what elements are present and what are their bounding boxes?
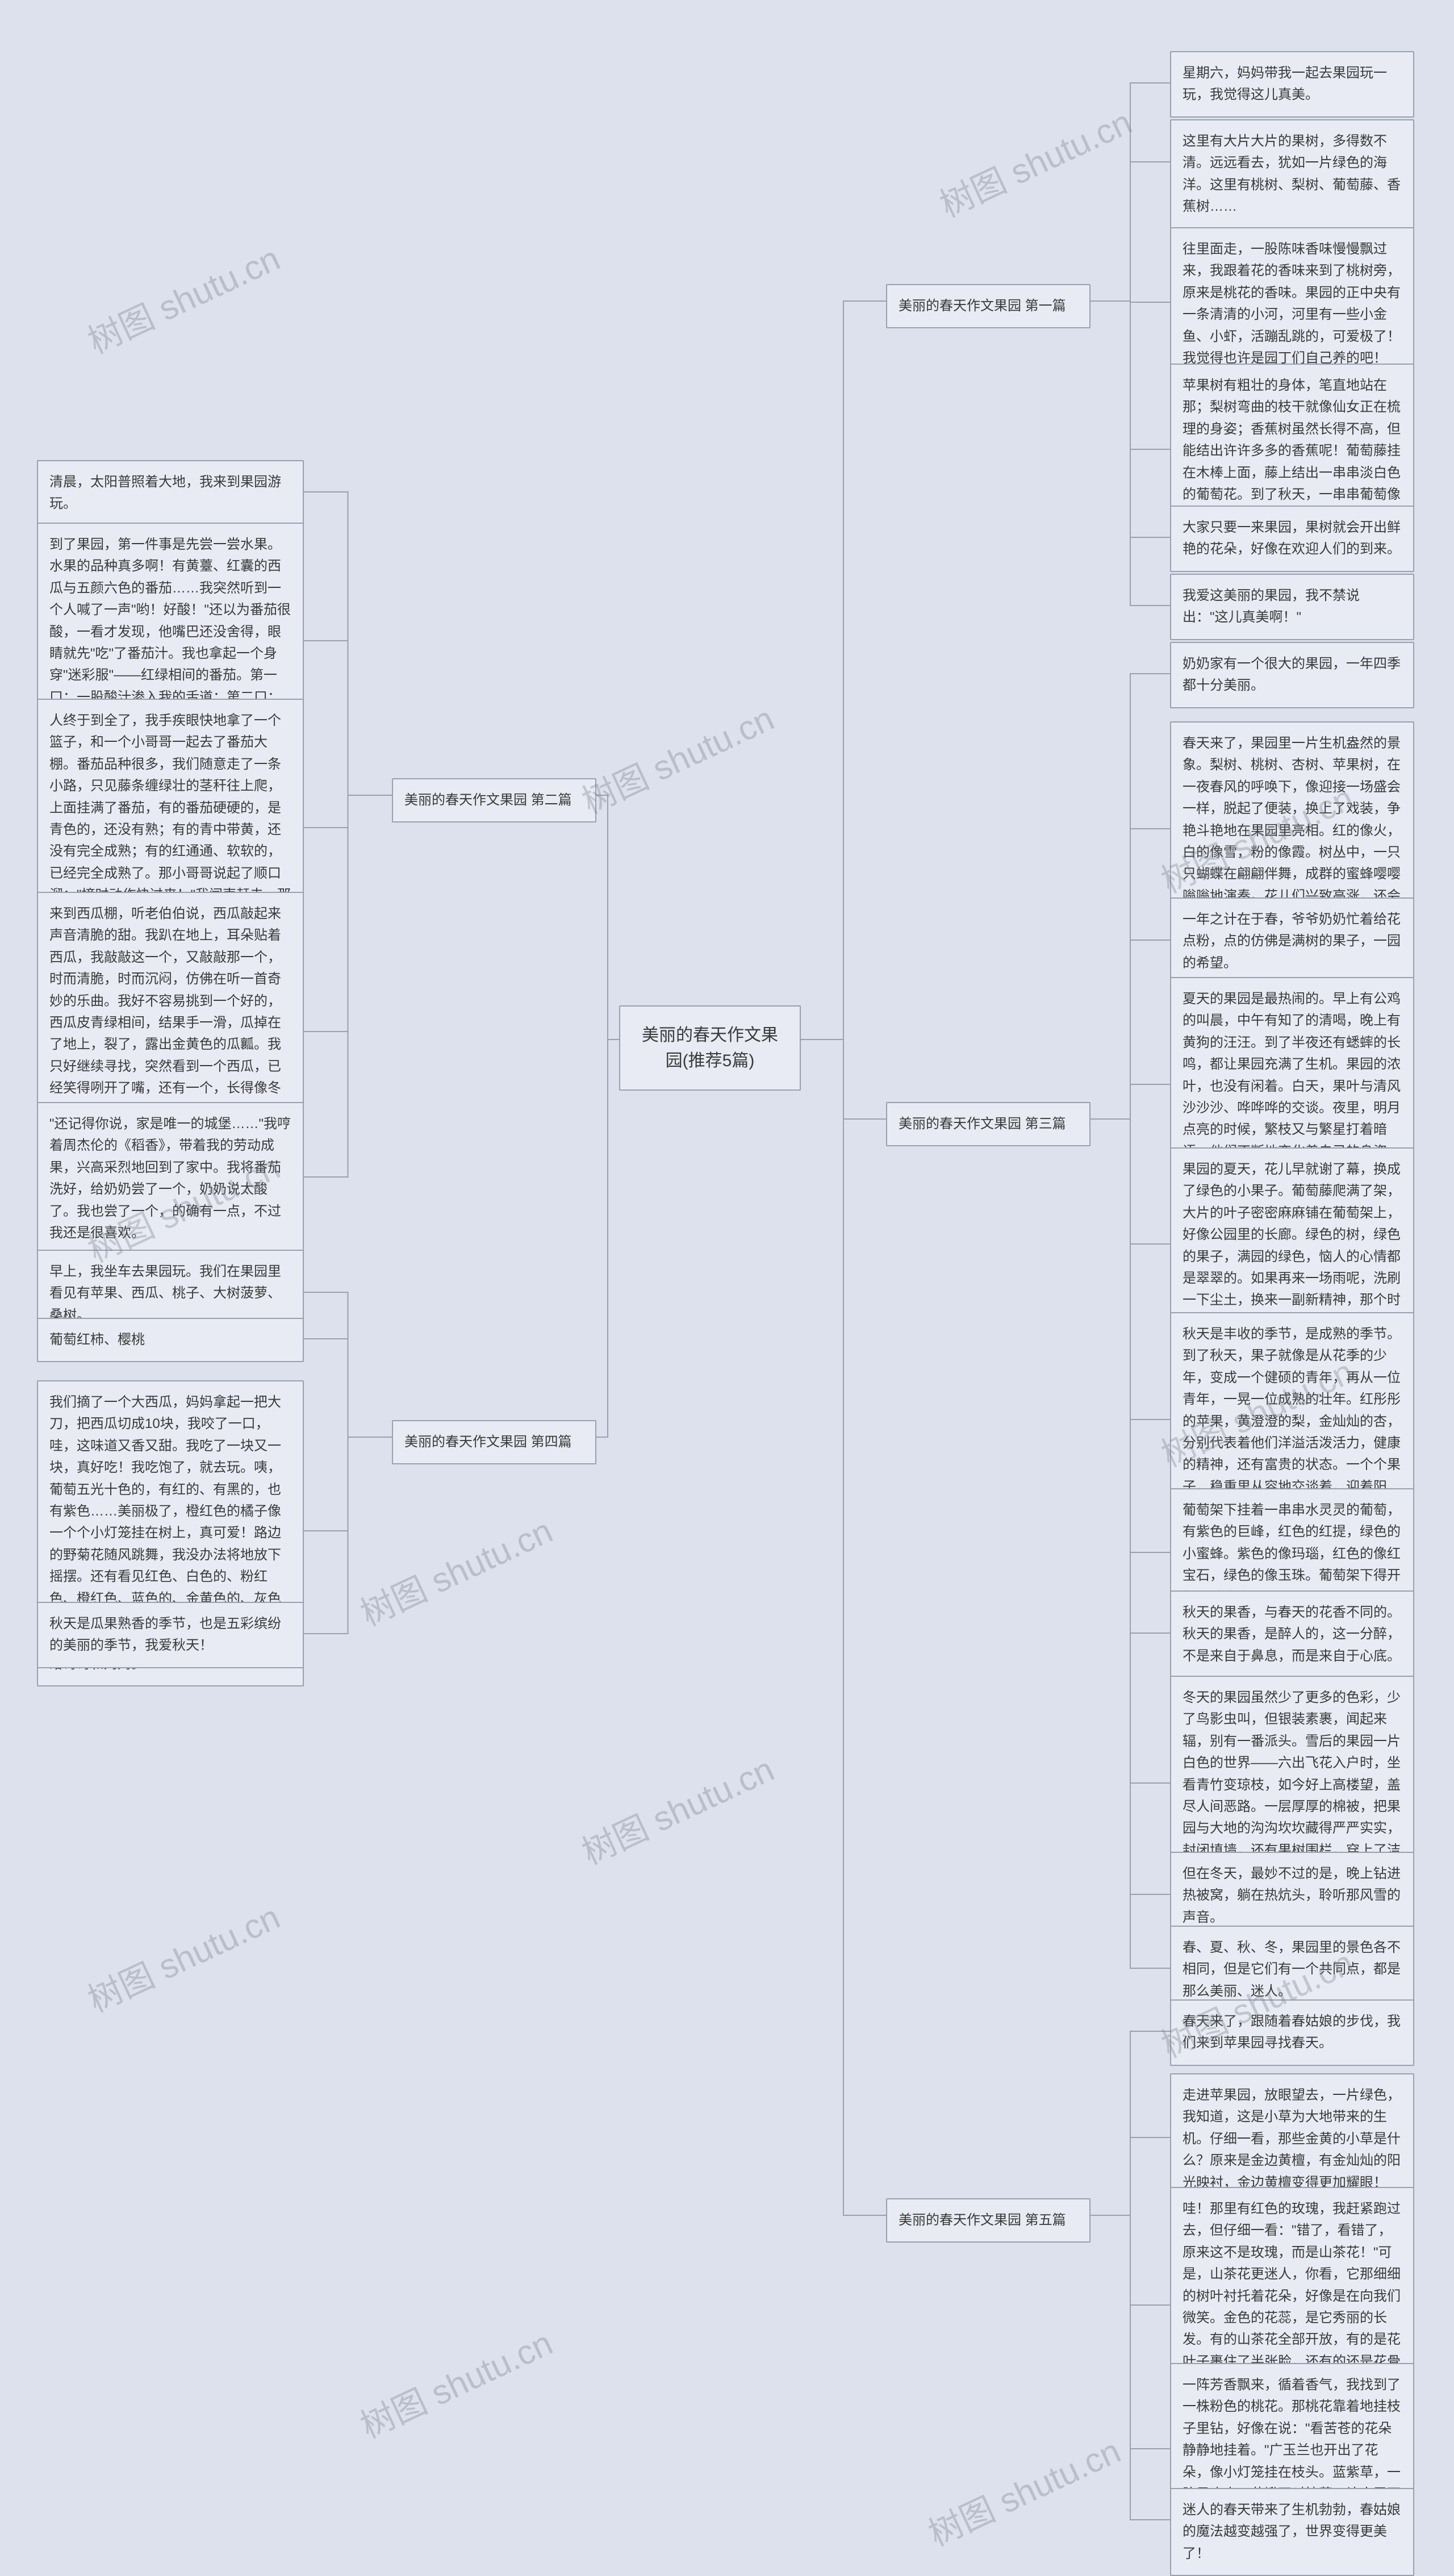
leaf-node: 往里面走，一股陈味香味慢慢飘过来，我跟着花的香味来到了桃树旁，原来是桃花的香味。… <box>1170 227 1414 381</box>
leaf-node: 葡萄红柿、樱桃 <box>37 1318 304 1362</box>
branch-title: 美丽的春天作文果园 第二篇 <box>392 778 596 823</box>
watermark: 树图 shutu.cn <box>79 231 287 363</box>
center-node: 美丽的春天作文果园(推荐5篇) <box>619 1005 801 1091</box>
watermark: 树图 shutu.cn <box>352 1504 559 1635</box>
leaf-node: 大家只要一来果园，果树就会开出鲜艳的花朵，好像在欢迎人们的到来。 <box>1170 506 1414 572</box>
watermark: 树图 shutu.cn <box>920 2424 1127 2556</box>
leaf-node: 迷人的春天带来了生机勃勃，春姑娘的魔法越变越强了，世界变得更美了！ <box>1170 2488 1414 2576</box>
leaf-node: 秋天是瓜果熟香的季节，也是五彩缤纷的美丽的季节，我爱秋天！ <box>37 1602 304 1668</box>
leaf-node: "还记得你说，家是唯一的城堡……"我哼着周杰伦的《稻香》，带着我的劳动成果，兴高… <box>37 1102 304 1255</box>
branch-title: 美丽的春天作文果园 第一篇 <box>886 284 1090 328</box>
leaf-node: 春天来了，跟随着春姑娘的步伐，我们来到苹果园寻找春天。 <box>1170 1999 1414 2066</box>
branch-title: 美丽的春天作文果园 第五篇 <box>886 2198 1090 2243</box>
branch-title: 美丽的春天作文果园 第四篇 <box>392 1420 596 1464</box>
leaf-node: 秋天的果香，与春天的花香不同的。秋天的果香，是醉人的，这一分醉，不是来自于鼻息，… <box>1170 1590 1414 1679</box>
watermark: 树图 shutu.cn <box>352 2316 559 2448</box>
leaf-node: 奶奶家有一个很大的果园，一年四季都十分美丽。 <box>1170 642 1414 708</box>
leaf-node: 清晨，太阳普照着大地，我来到果园游玩。 <box>37 460 304 527</box>
leaf-node: 星期六，妈妈带我一起去果园玩一玩，我觉得这儿真美。 <box>1170 51 1414 118</box>
watermark: 树图 shutu.cn <box>79 1890 287 2022</box>
leaf-node: 我爱这美丽的果园，我不禁说出："这儿真美啊！" <box>1170 574 1414 640</box>
leaf-node: 走进苹果园，放眼望去，一片绿色，我知道，这是小草为大地带来的生机。仔细一看，那些… <box>1170 2073 1414 2205</box>
watermark: 树图 shutu.cn <box>573 1742 781 1874</box>
watermark: 树图 shutu.cn <box>573 691 781 823</box>
watermark: 树图 shutu.cn <box>931 95 1139 227</box>
leaf-node: 一年之计在于春，爷爷奶奶忙着给花点粉，点的仿佛是满树的果子，一园的希望。 <box>1170 897 1414 986</box>
branch-title: 美丽的春天作文果园 第三篇 <box>886 1102 1090 1146</box>
leaf-node: 这里有大片大片的果树，多得数不清。远远看去，犹如一片绿色的海洋。这里有桃树、梨树… <box>1170 119 1414 229</box>
